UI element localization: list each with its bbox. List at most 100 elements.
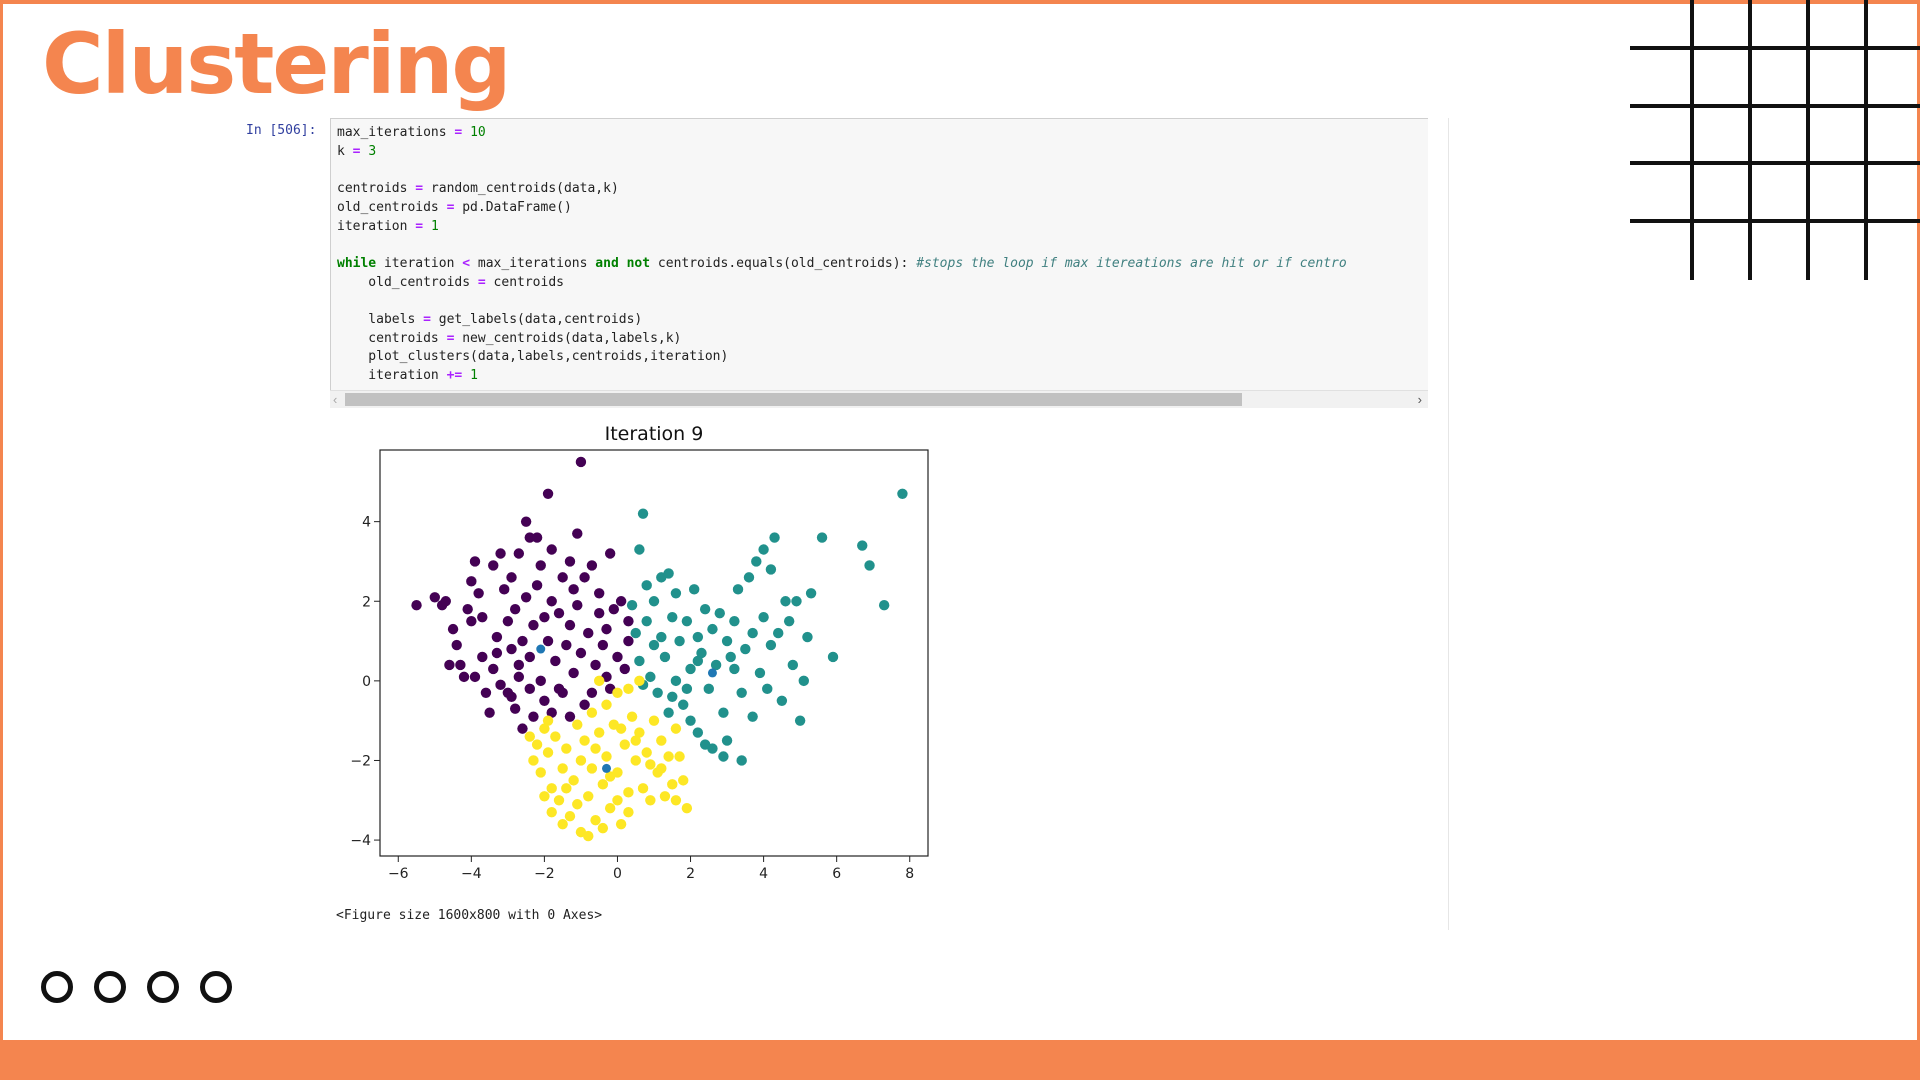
data-point	[509, 703, 521, 714]
data-point	[670, 675, 682, 687]
data-point	[586, 763, 598, 774]
data-point	[517, 635, 528, 647]
data-point	[564, 810, 576, 822]
scroll-right-arrow-icon[interactable]: ›	[1417, 392, 1422, 407]
code-token	[462, 368, 470, 383]
code-cell[interactable]: max_iterations = 10 k = 3 centroids = rand…	[330, 118, 1428, 408]
data-point	[725, 651, 736, 663]
data-point	[678, 775, 689, 786]
data-point	[531, 739, 543, 750]
data-point	[524, 683, 535, 695]
data-point	[721, 635, 733, 647]
data-point	[769, 532, 780, 543]
data-point	[641, 580, 652, 591]
data-point	[699, 604, 711, 615]
data-point	[531, 580, 543, 591]
data-point	[542, 715, 554, 726]
data-point	[659, 791, 671, 802]
data-point	[612, 687, 623, 699]
nav-dot-icon[interactable]	[41, 971, 73, 1003]
data-point	[491, 647, 503, 659]
data-point	[506, 691, 517, 702]
data-point	[619, 739, 630, 750]
data-point	[780, 596, 791, 607]
data-point	[765, 564, 777, 575]
data-point	[488, 560, 499, 571]
data-point	[557, 572, 568, 583]
data-point	[641, 747, 652, 758]
data-point	[524, 731, 535, 742]
scrollbar-thumb[interactable]	[345, 393, 1242, 406]
nav-dot-icon[interactable]	[147, 971, 179, 1003]
code-token: 1	[470, 368, 478, 384]
code-token: =	[446, 330, 455, 346]
data-point	[564, 619, 576, 631]
data-point	[499, 584, 510, 595]
centroid-point	[602, 763, 612, 773]
y-tick-label: −2	[350, 753, 371, 769]
data-point	[758, 544, 769, 555]
code-line: old_centroids = pd.DataFrame()	[337, 199, 1422, 218]
data-point	[663, 707, 674, 718]
x-tick-label: 4	[759, 866, 768, 882]
data-point	[747, 711, 758, 722]
data-point	[557, 818, 568, 830]
centroid-point	[536, 644, 546, 654]
data-point	[637, 508, 649, 519]
code-token: +=	[446, 368, 463, 384]
data-point	[513, 659, 525, 671]
data-point	[520, 592, 532, 603]
data-point	[601, 699, 612, 710]
data-point	[678, 699, 689, 710]
data-point	[550, 731, 561, 742]
data-point	[590, 814, 601, 826]
data-point	[553, 607, 565, 619]
data-point	[729, 663, 740, 675]
nav-dot-icon[interactable]	[200, 971, 232, 1003]
code-token: <	[462, 255, 471, 271]
code-editor[interactable]: max_iterations = 10 k = 3 centroids = rand…	[331, 119, 1428, 386]
data-point	[568, 775, 579, 786]
data-point	[561, 743, 572, 754]
data-point	[751, 556, 762, 567]
scroll-left-arrow-icon[interactable]: ‹	[333, 392, 338, 407]
data-point	[568, 584, 579, 595]
data-point	[623, 615, 634, 627]
data-point	[575, 755, 587, 766]
data-point	[615, 596, 627, 607]
data-point	[513, 671, 525, 683]
code-token: centroids.equals(old_centroids):	[650, 255, 917, 271]
data-point	[601, 751, 612, 762]
data-point	[451, 639, 462, 651]
x-tick-label: 2	[686, 866, 695, 882]
data-point	[477, 611, 488, 623]
data-point	[594, 727, 605, 738]
data-point	[597, 822, 609, 834]
code-horizontal-scrollbar[interactable]: ‹ ›	[330, 390, 1428, 408]
code-token: labels	[337, 311, 424, 327]
data-point	[477, 651, 488, 663]
nav-dot-icon[interactable]	[94, 971, 126, 1003]
data-point	[615, 818, 627, 830]
data-point	[447, 623, 459, 635]
code-token: iteration	[376, 255, 463, 271]
data-point	[743, 572, 755, 583]
data-point	[601, 623, 612, 635]
data-point	[553, 795, 565, 806]
code-token: old_centroids	[337, 274, 478, 290]
data-point	[539, 791, 550, 802]
code-token: random_centroids(data,k)	[423, 181, 619, 197]
slide-nav-dots	[41, 971, 232, 1003]
x-tick-label: 8	[905, 866, 914, 882]
data-point	[663, 568, 674, 579]
data-point	[542, 635, 554, 647]
data-point	[480, 687, 492, 699]
data-point	[546, 596, 557, 607]
code-token: =	[454, 125, 463, 140]
data-point	[634, 655, 645, 667]
data-point	[630, 755, 641, 766]
data-point	[583, 791, 594, 802]
scatter-chart: Iteration 9 −6 −4 −2 0 2 4 6 8 −4 −2 0 2 4	[350, 423, 929, 882]
data-point	[572, 799, 583, 810]
data-point	[688, 584, 700, 595]
